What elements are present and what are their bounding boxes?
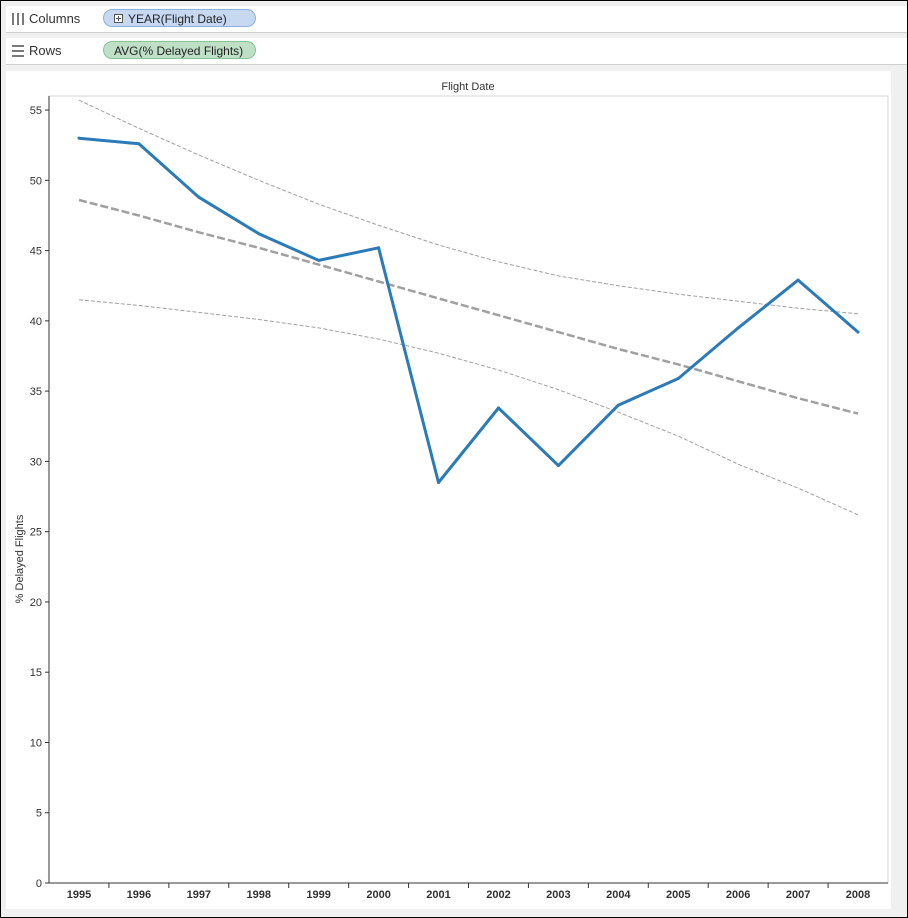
data-point[interactable]	[796, 278, 800, 282]
data-point[interactable]	[496, 406, 500, 410]
columns-shelf-label: Columns	[29, 11, 81, 26]
y-tick-label: 50	[30, 175, 42, 187]
data-point[interactable]	[257, 232, 261, 236]
axes	[48, 95, 889, 884]
rows-pill-label: AVG(% Delayed Flights)	[114, 44, 244, 58]
x-tick-label: 1998	[247, 889, 271, 901]
expand-plus-icon[interactable]	[114, 14, 123, 23]
y-tick-label: 0	[36, 878, 42, 890]
columns-pill-year-flight-date[interactable]: YEAR(Flight Date)	[103, 9, 256, 27]
y-tick-label: 55	[30, 105, 42, 117]
data-point[interactable]	[137, 142, 141, 146]
rows-shelf-label: Rows	[29, 43, 62, 58]
chart-sheet: Flight Date % Delayed Flights 0 5 10 15 20 25…	[6, 71, 891, 909]
y-tick-label: 15	[30, 667, 42, 679]
data-point[interactable]	[856, 330, 860, 334]
data-point[interactable]	[197, 195, 201, 199]
series-line-delayed-flights[interactable]	[78, 136, 859, 484]
data-point[interactable]	[437, 480, 441, 484]
y-tick-label: 35	[30, 386, 42, 398]
x-tick-label: 2000	[366, 889, 390, 901]
y-tick-label: 30	[30, 456, 42, 468]
rows-shelf[interactable]: Rows AVG(% Delayed Flights)	[6, 38, 907, 65]
line-chart[interactable]: Flight Date % Delayed Flights 0 5 10 15 20 25…	[6, 71, 891, 909]
y-tick-label: 40	[30, 316, 42, 328]
x-tick-label: 1999	[306, 889, 330, 901]
chart-title: Flight Date	[441, 81, 494, 93]
x-tick-label: 1997	[187, 889, 211, 901]
columns-shelf[interactable]: Columns YEAR(Flight Date)	[6, 6, 907, 33]
y-axis-ticks: 0 5 10 15 20 25 30 35 40 45 50 55	[30, 105, 49, 890]
data-point[interactable]	[317, 258, 321, 262]
y-tick-label: 10	[30, 737, 42, 749]
y-tick-label: 20	[30, 597, 42, 609]
columns-pill-label: YEAR(Flight Date)	[128, 12, 227, 26]
data-point[interactable]	[77, 136, 81, 140]
x-tick-label: 2003	[546, 889, 570, 901]
rows-icon	[12, 45, 24, 57]
y-tick-label: 45	[30, 246, 42, 258]
rows-pill-avg-delayed-flights[interactable]: AVG(% Delayed Flights)	[103, 41, 256, 59]
series-layer	[77, 99, 860, 516]
columns-icon	[12, 13, 24, 25]
x-tick-label: 1996	[127, 889, 151, 901]
data-point[interactable]	[616, 403, 620, 407]
x-tick-label: 2002	[486, 889, 510, 901]
x-axis-ticks: 1995 1996 1997 1998 1999 2000 2001 2002 2003 2004…	[67, 883, 870, 901]
y-axis-label: % Delayed Flights	[14, 514, 26, 603]
x-tick-label: 2005	[666, 889, 690, 901]
confidence-band-lower	[78, 299, 859, 516]
data-point[interactable]	[736, 326, 740, 330]
confidence-band-upper	[78, 99, 859, 315]
y-tick-label: 5	[36, 808, 42, 820]
x-tick-label: 2004	[606, 889, 631, 901]
data-point[interactable]	[676, 376, 680, 380]
plot-area-border	[48, 95, 889, 884]
x-tick-label: 2006	[726, 889, 750, 901]
x-tick-label: 2008	[846, 889, 870, 901]
x-tick-label: 2001	[426, 889, 450, 901]
x-tick-label: 1995	[67, 889, 91, 901]
trend-line	[78, 198, 859, 415]
y-tick-label: 25	[30, 527, 42, 539]
data-point[interactable]	[556, 464, 560, 468]
data-point[interactable]	[377, 246, 381, 250]
x-tick-label: 2007	[786, 889, 810, 901]
